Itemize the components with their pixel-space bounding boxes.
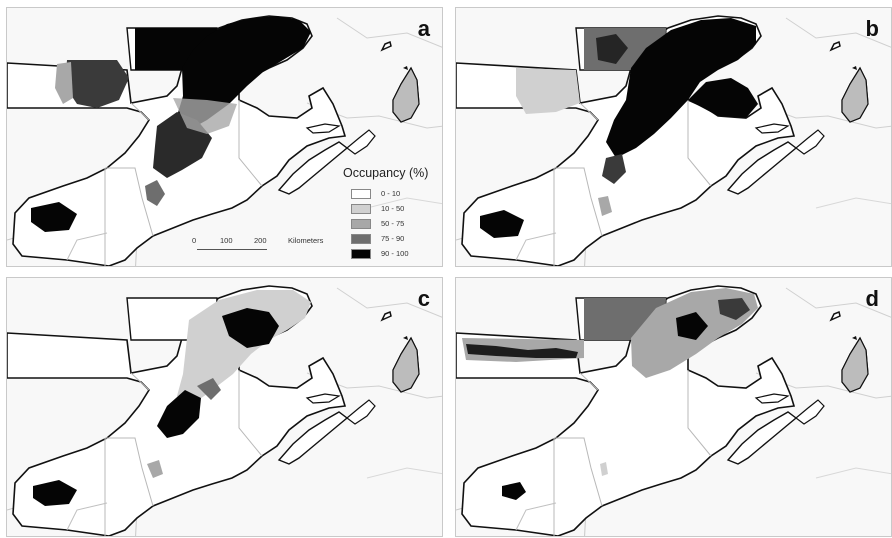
map-panel-d: d	[455, 277, 892, 537]
legend-item-label: 10 - 50	[381, 204, 405, 213]
map-b	[456, 15, 891, 266]
map-c	[7, 285, 442, 536]
scale-tick-label: 0	[192, 236, 197, 245]
legend-title: Occupancy (%)	[343, 166, 429, 180]
legend-swatch	[351, 203, 371, 214]
legend-item-label: 0 - 10	[381, 189, 401, 198]
map-a	[7, 15, 442, 266]
panel-label-a: a	[417, 16, 430, 41]
legend-swatch	[351, 188, 371, 199]
legend-item: 50 - 75	[343, 216, 438, 231]
scale-unit-label: Kilometers	[288, 236, 324, 245]
panel-label-d: d	[865, 286, 879, 311]
legend-item: 0 - 10	[343, 186, 438, 201]
map-panel-a: a Occupancy (%) 0 - 10 10 - 50 50 - 75 7…	[6, 7, 443, 267]
legend-item: 10 - 50	[343, 201, 438, 216]
scale-tick-label: 200	[254, 236, 267, 245]
legend-item: 75 - 90	[343, 231, 438, 246]
legend-item-label: 50 - 75	[381, 219, 405, 228]
panel-label-c: c	[417, 286, 430, 311]
legend-swatch	[351, 218, 371, 229]
map-d	[456, 285, 891, 536]
map-panel-c: c	[6, 277, 443, 537]
panel-label-b: b	[865, 16, 879, 41]
legend-swatch	[351, 233, 371, 244]
legend-item: 90 - 100	[343, 246, 438, 261]
legend-item-label: 75 - 90	[381, 234, 405, 243]
scale-bar-line	[197, 249, 267, 250]
scale-tick-label: 100	[220, 236, 233, 245]
legend-swatch	[351, 248, 371, 259]
map-panel-b: b	[455, 7, 892, 267]
legend-item-label: 90 - 100	[381, 249, 409, 258]
legend: Occupancy (%) 0 - 10 10 - 50 50 - 75 75 …	[343, 166, 438, 261]
